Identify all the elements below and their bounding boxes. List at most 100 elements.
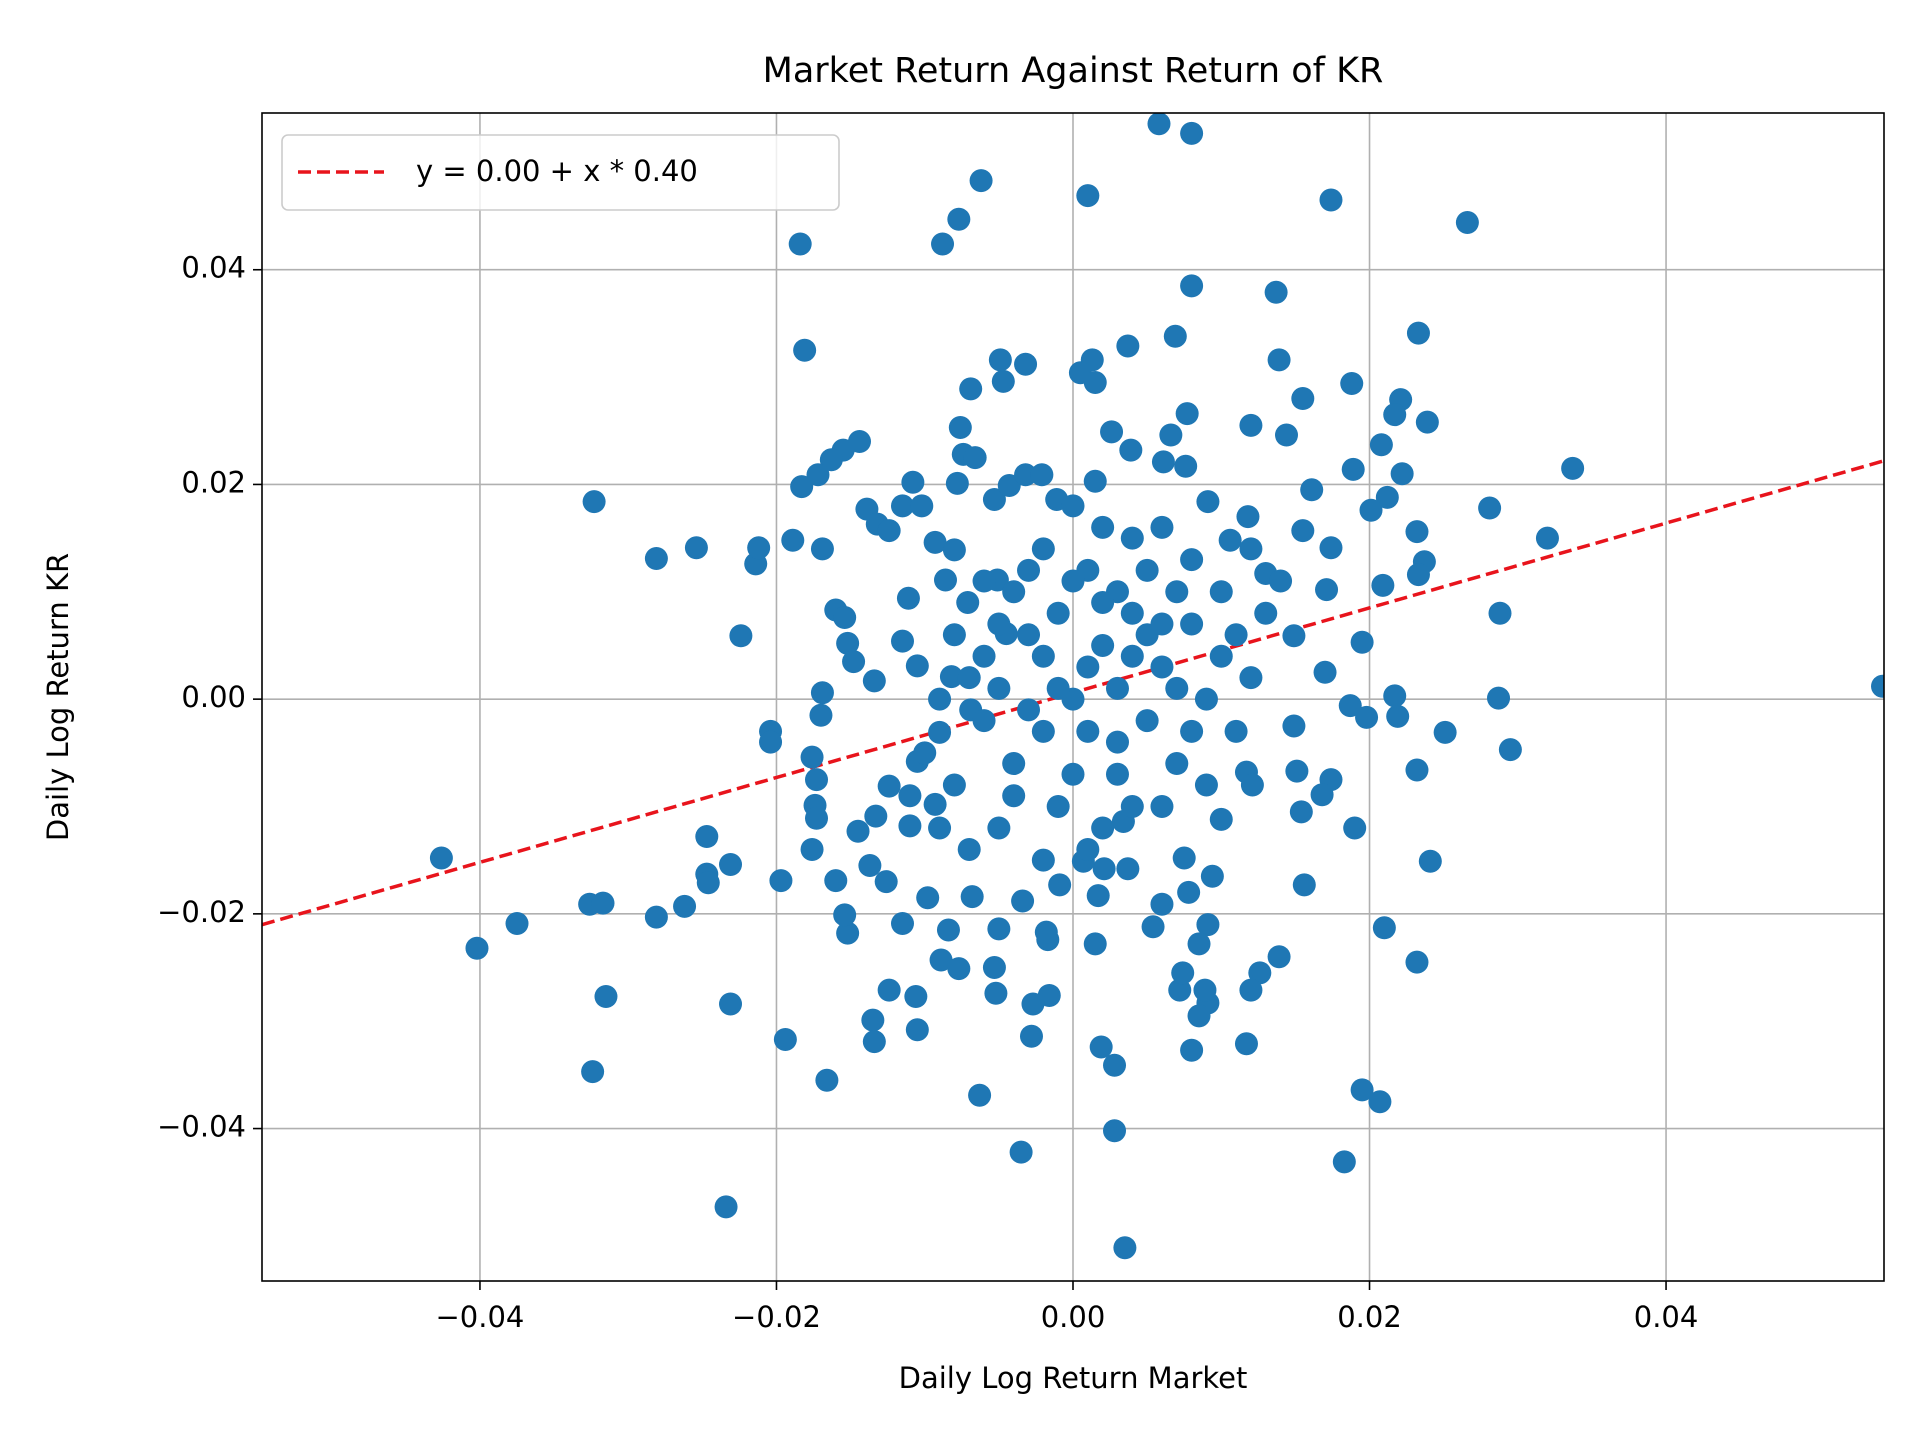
x-tick-label: −0.04 — [436, 1300, 525, 1334]
point — [948, 416, 972, 440]
point — [805, 768, 829, 792]
point — [1031, 848, 1055, 872]
point — [805, 806, 829, 830]
point — [1113, 1236, 1137, 1260]
point — [1234, 1032, 1258, 1056]
point — [836, 921, 860, 945]
x-tick-label: −0.02 — [732, 1300, 821, 1334]
point — [1218, 528, 1242, 552]
point — [896, 586, 920, 610]
point — [1291, 519, 1315, 543]
point — [1076, 655, 1100, 679]
point — [1478, 496, 1502, 520]
point — [1372, 916, 1396, 940]
point — [1002, 752, 1026, 776]
point — [815, 1068, 839, 1092]
point — [1433, 720, 1457, 744]
point — [1267, 348, 1291, 372]
point — [1083, 932, 1107, 956]
point — [1147, 113, 1171, 136]
legend-box — [281, 134, 840, 211]
point — [1046, 676, 1070, 700]
point — [901, 470, 925, 494]
point — [1371, 573, 1395, 597]
point — [1310, 783, 1334, 807]
point — [759, 730, 783, 754]
legend-label: y = 0.00 + x * 0.40 — [416, 154, 698, 188]
point — [968, 1083, 992, 1107]
point — [1355, 705, 1379, 729]
point — [1350, 1078, 1374, 1102]
point — [1120, 795, 1144, 818]
point — [1239, 537, 1263, 561]
point — [1150, 515, 1174, 539]
point — [1369, 433, 1393, 457]
point — [1535, 526, 1559, 550]
point — [862, 1030, 886, 1054]
point — [769, 869, 793, 893]
point — [1100, 420, 1124, 444]
point — [1487, 686, 1511, 710]
point — [864, 804, 888, 828]
point — [1048, 873, 1072, 897]
point — [1375, 485, 1399, 509]
point — [929, 948, 953, 972]
point — [1180, 274, 1204, 298]
point — [913, 741, 937, 765]
point — [1292, 873, 1316, 897]
point — [874, 870, 898, 894]
point — [1180, 548, 1204, 572]
point — [1383, 684, 1407, 708]
point — [1291, 387, 1315, 411]
point — [923, 530, 947, 554]
point — [800, 837, 824, 861]
point — [429, 846, 453, 870]
point — [1193, 978, 1217, 1002]
point — [1083, 469, 1107, 493]
point — [1194, 687, 1218, 711]
point — [972, 644, 996, 668]
point — [1871, 674, 1884, 698]
point — [790, 475, 814, 499]
point — [1209, 644, 1233, 668]
y-tick-label: 0.02 — [181, 465, 246, 499]
point — [1269, 569, 1293, 593]
point — [890, 912, 914, 936]
point — [714, 1195, 738, 1219]
point — [1172, 846, 1196, 870]
point — [972, 709, 996, 733]
point — [877, 978, 901, 1002]
point — [1091, 633, 1115, 657]
y-tick-label: 0.00 — [181, 680, 246, 714]
point — [947, 957, 971, 981]
point — [1343, 816, 1367, 840]
point — [773, 1027, 797, 1051]
point — [1340, 372, 1364, 396]
point — [1289, 800, 1313, 824]
point — [1163, 324, 1187, 348]
point — [1488, 601, 1512, 625]
point — [1239, 978, 1263, 1002]
point — [1091, 816, 1115, 840]
point — [1405, 758, 1429, 782]
point — [582, 490, 606, 514]
point — [862, 669, 886, 693]
point — [824, 869, 848, 893]
point — [1103, 1053, 1127, 1077]
point — [1031, 537, 1055, 561]
point — [1092, 857, 1116, 881]
point — [1248, 961, 1272, 985]
point — [1017, 698, 1041, 722]
x-tick-label: 0.02 — [1337, 1300, 1402, 1334]
x-tick-label: 0.00 — [1041, 1300, 1106, 1334]
point — [1009, 1140, 1033, 1164]
point — [1030, 463, 1054, 487]
point — [1011, 889, 1035, 913]
point — [905, 1018, 929, 1042]
x-tick-label: 0.04 — [1634, 1300, 1699, 1334]
point — [1254, 601, 1278, 625]
point — [1086, 884, 1110, 908]
y-tick-label: −0.04 — [157, 1110, 246, 1144]
point — [793, 338, 817, 362]
